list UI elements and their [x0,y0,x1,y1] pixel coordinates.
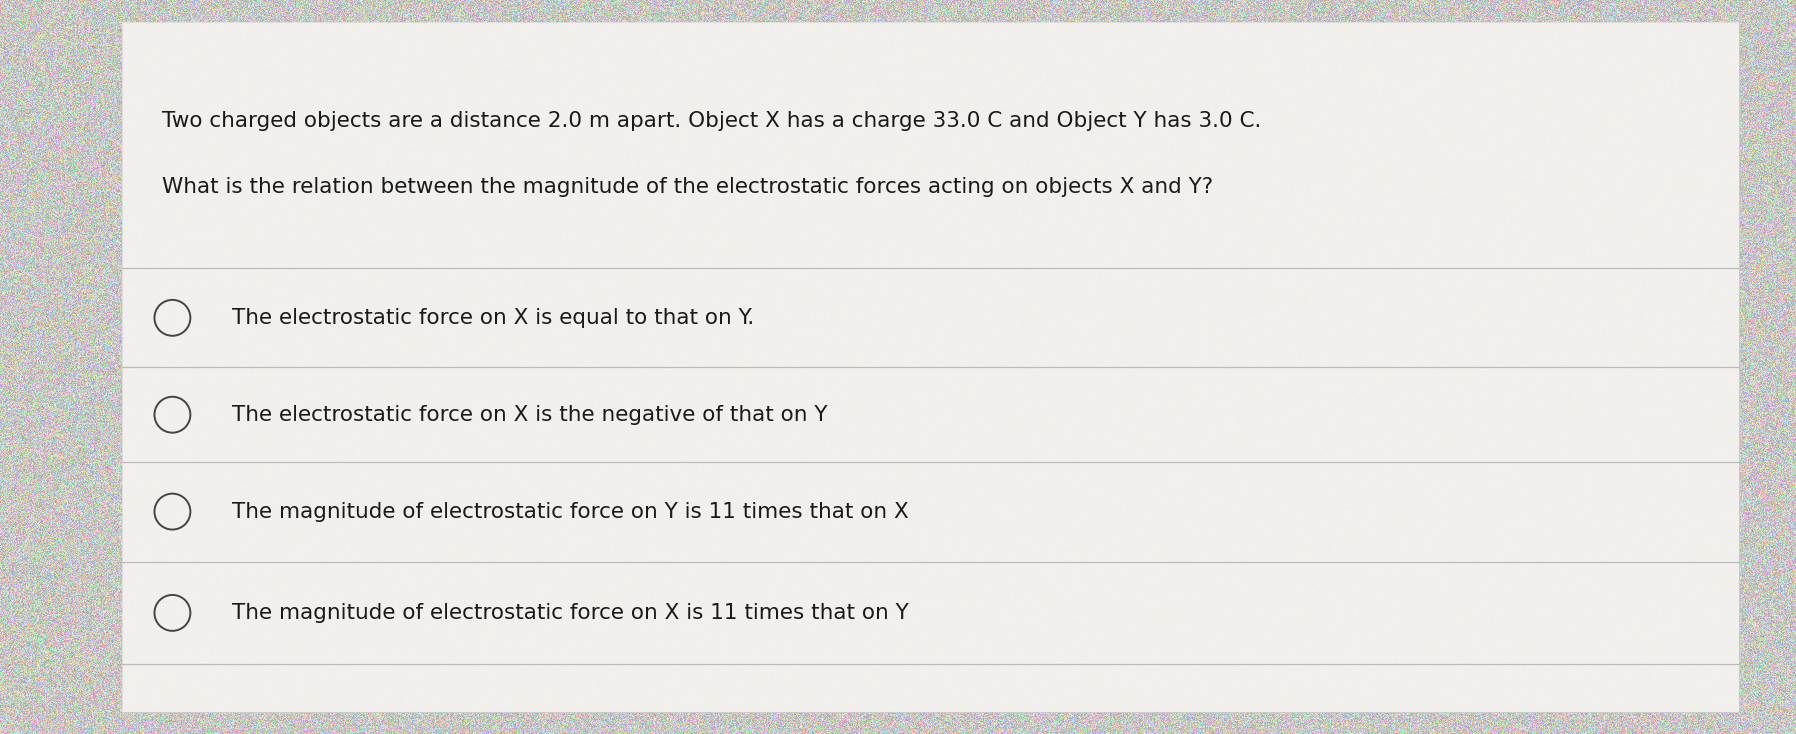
Text: Two charged objects are a distance 2.0 m apart. Object X has a charge 33.0 C and: Two charged objects are a distance 2.0 m… [162,111,1261,131]
Text: What is the relation between the magnitude of the electrostatic forces acting on: What is the relation between the magnitu… [162,177,1212,197]
Text: The electrostatic force on X is the negative of that on Y: The electrostatic force on X is the nega… [232,404,828,425]
FancyBboxPatch shape [122,22,1739,712]
Text: The electrostatic force on X is equal to that on Y.: The electrostatic force on X is equal to… [232,308,754,328]
Text: The magnitude of electrostatic force on Y is 11 times that on X: The magnitude of electrostatic force on … [232,501,909,522]
Text: The magnitude of electrostatic force on X is 11 times that on Y: The magnitude of electrostatic force on … [232,603,909,623]
